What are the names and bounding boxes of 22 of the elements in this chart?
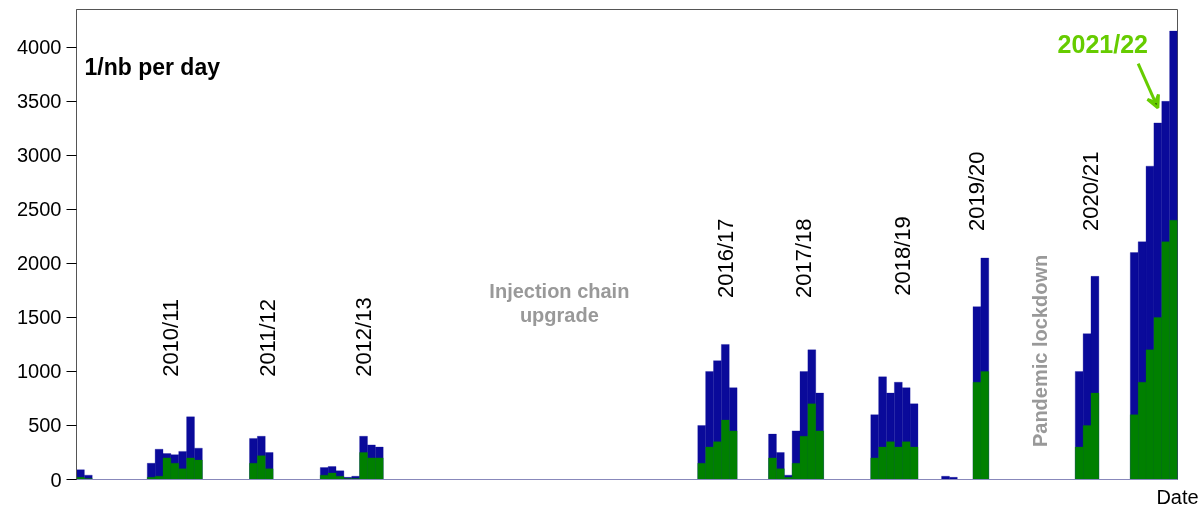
annotation: 2012/13	[351, 297, 377, 377]
annotation: 2016/17	[712, 218, 738, 298]
y-tick-label: 1500	[17, 306, 62, 329]
annotation: Pandemic lockdown	[1028, 254, 1051, 448]
annotation: 2018/19	[889, 216, 915, 296]
y-tick-label: 500	[28, 414, 62, 437]
y-tick-label: 2500	[17, 198, 62, 221]
y-tick-label: 4000	[17, 36, 62, 59]
y-tick-label: 2000	[17, 252, 62, 275]
annotation: 2021/22	[1057, 30, 1148, 59]
annotation: 2019/20	[964, 151, 990, 231]
annotation: 2017/18	[791, 218, 817, 298]
annotation: 2010/11	[158, 298, 184, 377]
y-tick-label: 3500	[17, 90, 62, 113]
annotation: Injection chain upgrade	[489, 279, 630, 327]
y-tick-label: 3000	[17, 144, 62, 167]
x-axis-title: Date	[1156, 485, 1199, 508]
y-tick-label: 1000	[17, 360, 62, 383]
y-axis-title: 1/nb per day	[84, 53, 221, 80]
y-tick-label: 0	[50, 468, 62, 491]
annotation: 2011/12	[254, 298, 280, 377]
annotation: 2020/21	[1078, 151, 1104, 231]
